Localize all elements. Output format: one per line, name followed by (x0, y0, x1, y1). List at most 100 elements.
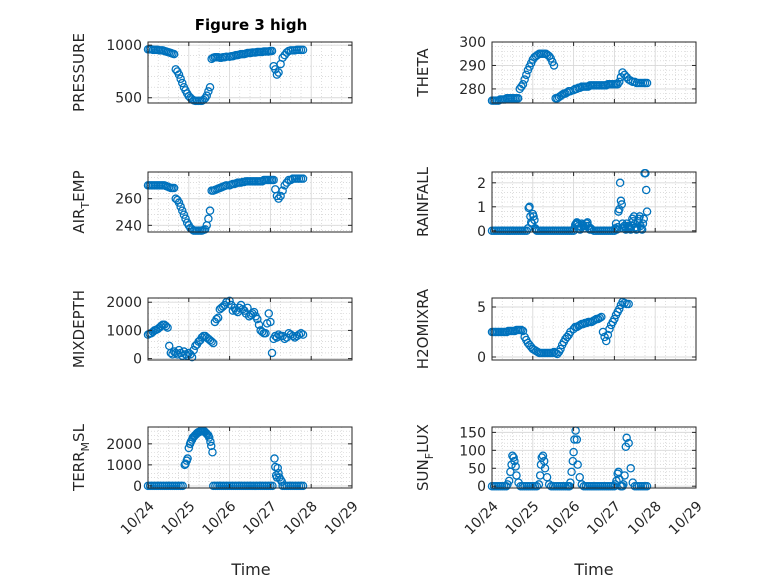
data-point (176, 202, 185, 211)
data-point (266, 317, 275, 327)
minor-grid (492, 427, 696, 488)
x-tick-label: 10/27 (240, 498, 280, 538)
data-point (530, 215, 539, 225)
data-point (635, 212, 644, 221)
data-point (276, 191, 285, 201)
data-point (538, 451, 548, 460)
data-point (278, 53, 287, 63)
minor-grid (492, 41, 696, 104)
data-point (570, 435, 579, 444)
x-tick-label: 10/29 (322, 498, 362, 538)
data-point (209, 338, 218, 348)
x-axis-label-right: Time (573, 560, 613, 579)
data-point (267, 348, 277, 358)
data-point (161, 321, 171, 331)
y-axis-label: THETA (414, 48, 432, 98)
data-point (261, 328, 270, 338)
series-markers (143, 426, 308, 491)
data-point (205, 206, 215, 215)
data-point (572, 435, 582, 444)
data-point (517, 325, 526, 335)
data-point (274, 330, 283, 339)
data-point (567, 467, 576, 477)
data-point (639, 214, 649, 224)
data-point (205, 82, 215, 92)
data-point (637, 225, 647, 234)
panel-sun-flux: 0 50 100 150 10/24 10/25 10/26 10/27 10/28 10/29 S… (414, 424, 706, 538)
data-point (268, 481, 277, 491)
panel-air-temp: 240 260 AIRTEMP (70, 170, 353, 235)
data-point (254, 320, 264, 330)
data-point (202, 91, 212, 100)
data-point (294, 330, 304, 339)
y-tick-label: 1000 (106, 38, 142, 54)
data-point (253, 314, 262, 324)
x-tick-label: 10/29 (666, 498, 706, 538)
data-point (204, 433, 214, 442)
data-point (178, 78, 187, 88)
y-tick-label: 1 (477, 200, 486, 216)
data-point (212, 314, 221, 324)
y-tick-label: 100 (459, 443, 486, 459)
figure-title: Figure 3 high (195, 16, 308, 34)
data-point (176, 74, 185, 84)
x-tick-label: 10/26 (200, 498, 240, 538)
data-point (272, 70, 282, 79)
axes-box (147, 297, 353, 361)
data-point (200, 225, 210, 234)
data-point (597, 312, 606, 322)
y-tick-label: 0 (477, 479, 486, 495)
minor-grid (148, 426, 352, 488)
x-tick-label: 10/28 (625, 498, 665, 538)
data-point (178, 206, 187, 215)
data-point (286, 175, 296, 185)
data-point (603, 330, 613, 340)
panel-pressure: 500 1000 PRESSURE (70, 33, 353, 112)
y-tick-label: 2 (477, 176, 486, 192)
x-tick-label: 10/24 (118, 498, 158, 538)
series-markers (487, 426, 652, 491)
data-point (615, 178, 625, 188)
data-point (298, 330, 308, 339)
minor-grid (492, 172, 696, 232)
y-axis-label: TERRMSL (70, 423, 92, 492)
data-point (202, 429, 211, 438)
data-point (207, 337, 216, 346)
data-point (169, 183, 179, 193)
axes-box (491, 171, 697, 233)
data-point (504, 476, 514, 486)
data-point (274, 68, 283, 77)
data-point (517, 82, 526, 91)
y-axis-label: SUNFLUX (414, 424, 436, 491)
y-axis-label: RAINFALL (414, 166, 432, 237)
y-tick-label: 2000 (106, 437, 142, 453)
data-point (525, 202, 534, 212)
data-point (178, 481, 187, 491)
data-point (267, 46, 277, 56)
data-point (549, 61, 559, 70)
series-markers (143, 174, 308, 235)
x-tick-label: 10/26 (544, 498, 584, 538)
y-tick-label: 1000 (106, 458, 142, 474)
data-point (540, 464, 550, 473)
data-point (610, 314, 619, 324)
data-point (510, 456, 519, 466)
data-point (249, 307, 259, 317)
x-tick-label: 10/24 (462, 498, 502, 538)
data-point (273, 463, 282, 473)
y-tick-label: 500 (115, 91, 142, 107)
panel-mixdepth: 0 1000 2000 MIXDEPTH (70, 290, 353, 368)
x-tick-label: 10/25 (503, 498, 543, 538)
series-markers (487, 49, 652, 105)
series-markers (487, 168, 652, 236)
data-point (518, 326, 528, 336)
data-point (511, 462, 520, 471)
data-point (169, 49, 179, 59)
data-point (626, 464, 635, 473)
data-point (642, 78, 652, 88)
data-point (620, 471, 629, 480)
y-tick-label: 240 (115, 218, 142, 234)
x-tick-label: 10/27 (584, 498, 624, 538)
y-tick-label: 0 (477, 350, 486, 366)
data-point (569, 447, 578, 457)
